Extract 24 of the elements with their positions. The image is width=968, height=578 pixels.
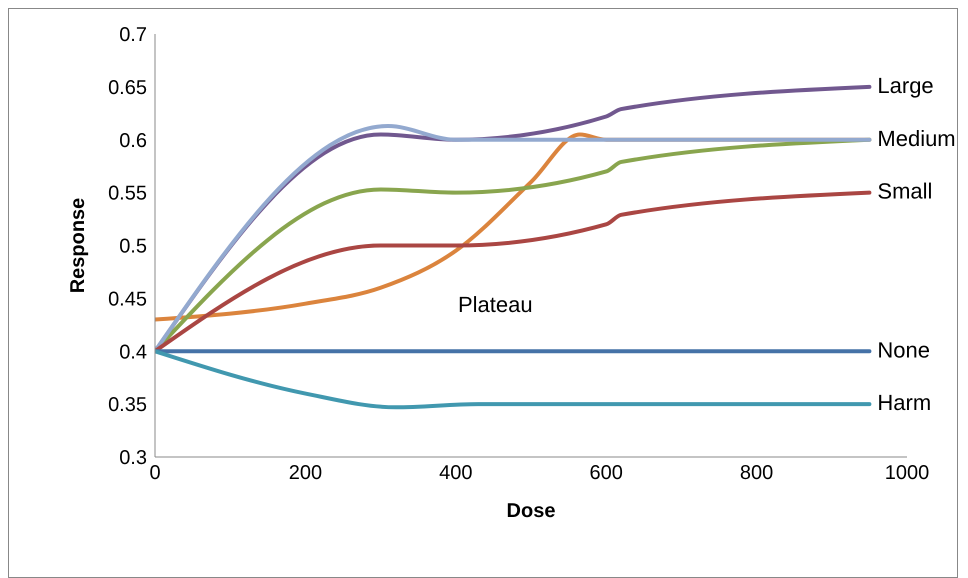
- series-label: Harm: [877, 390, 932, 416]
- x-tick-label: 800: [740, 462, 774, 484]
- x-tick-label: 1000: [884, 462, 930, 484]
- y-tick-label: 0.3: [119, 447, 147, 470]
- series-label: Large: [877, 72, 934, 98]
- y-tick-label: 0.5: [119, 236, 147, 258]
- y-tick-label: 0.45: [108, 288, 147, 310]
- y-tick-label: 0.55: [108, 182, 147, 205]
- y-axis-title: Response: [67, 198, 90, 294]
- x-axis-title: Dose: [506, 500, 556, 522]
- y-tick-label: 0.65: [108, 76, 147, 99]
- x-tick-label: 0: [149, 462, 161, 484]
- y-tick-label: 0.4: [119, 341, 147, 364]
- annotation: Plateau: [458, 292, 533, 318]
- series-label: Medium: [877, 126, 956, 151]
- line-series: [155, 349, 872, 410]
- x-tick-label: 400: [439, 462, 472, 484]
- series-label: Small: [877, 178, 932, 204]
- x-tick-label: 200: [288, 462, 322, 484]
- series-label: None: [877, 337, 930, 362]
- y-tick-label: 0.35: [108, 394, 147, 416]
- y-tick-label: 0.6: [119, 130, 147, 152]
- y-tick-label: 0.7: [119, 24, 147, 46]
- x-tick-label: 600: [590, 462, 623, 484]
